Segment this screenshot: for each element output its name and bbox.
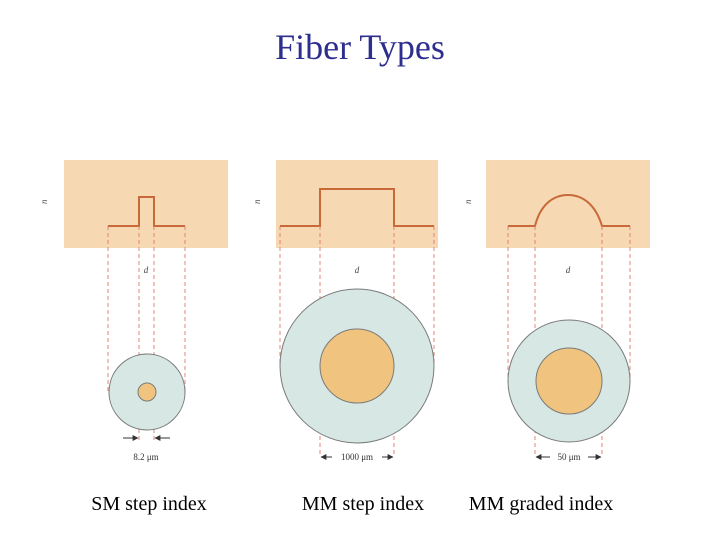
slide-title: Fiber Types [275,27,445,67]
sm-profile-panel [64,160,228,248]
caption-mm-step-index: MM step index [301,493,425,515]
mm-graded-core [535,347,603,415]
mm-graded-n-axis-label: n [463,199,473,204]
mm-graded-dimension-label: 50 μm [557,452,580,462]
mm-step-n-axis-label: n [252,199,262,204]
sm-index-profile [108,196,185,227]
mm-graded-index-profile [508,193,630,227]
caption-mm-graded-index: MM graded index [468,493,614,515]
mm-step-core [319,328,395,404]
sm-dimension-label: 8.2 μm [133,452,158,462]
mm-step-profile-panel [276,160,438,248]
mm-graded-profile-panel [486,160,650,248]
mm-graded-d-axis-label: d [566,265,571,275]
caption-sm-step-index: SM step index [91,493,207,515]
mm-step-index-figure: n d 1000 μm [252,160,438,462]
sm-step-index-figure: n d 8.2 μm [39,160,228,462]
mm-step-dimension-label: 1000 μm [341,452,373,462]
sm-d-axis-label: d [144,265,149,275]
mm-graded-index-figure: n d 50 μm [463,160,650,462]
sm-n-axis-label: n [39,199,49,204]
mm-step-index-profile [280,188,434,227]
sm-core [137,382,157,402]
mm-step-d-axis-label: d [355,265,360,275]
